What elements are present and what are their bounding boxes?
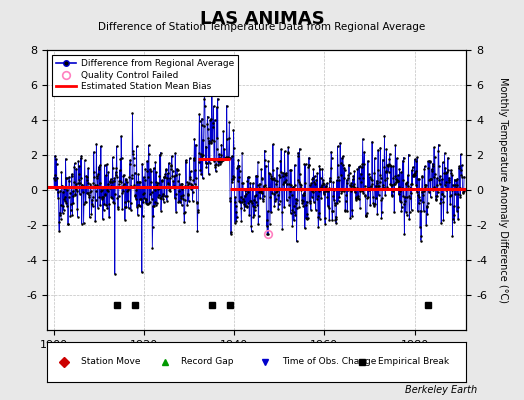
Legend: Difference from Regional Average, Quality Control Failed, Estimated Station Mean: Difference from Regional Average, Qualit… [52, 54, 238, 96]
Text: Time of Obs. Change: Time of Obs. Change [282, 358, 376, 366]
Text: Berkeley Earth: Berkeley Earth [405, 385, 477, 395]
Text: Difference of Station Temperature Data from Regional Average: Difference of Station Temperature Data f… [99, 22, 425, 32]
Text: Record Gap: Record Gap [181, 358, 234, 366]
Text: LAS ANIMAS: LAS ANIMAS [200, 10, 324, 28]
Estimated Station Mean Bias [132, 185, 138, 190]
Text: Empirical Break: Empirical Break [378, 358, 450, 366]
Estimated Station Mean Bias [44, 185, 50, 190]
Text: Station Move: Station Move [81, 358, 140, 366]
Y-axis label: Monthly Temperature Anomaly Difference (°C): Monthly Temperature Anomaly Difference (… [498, 77, 508, 303]
